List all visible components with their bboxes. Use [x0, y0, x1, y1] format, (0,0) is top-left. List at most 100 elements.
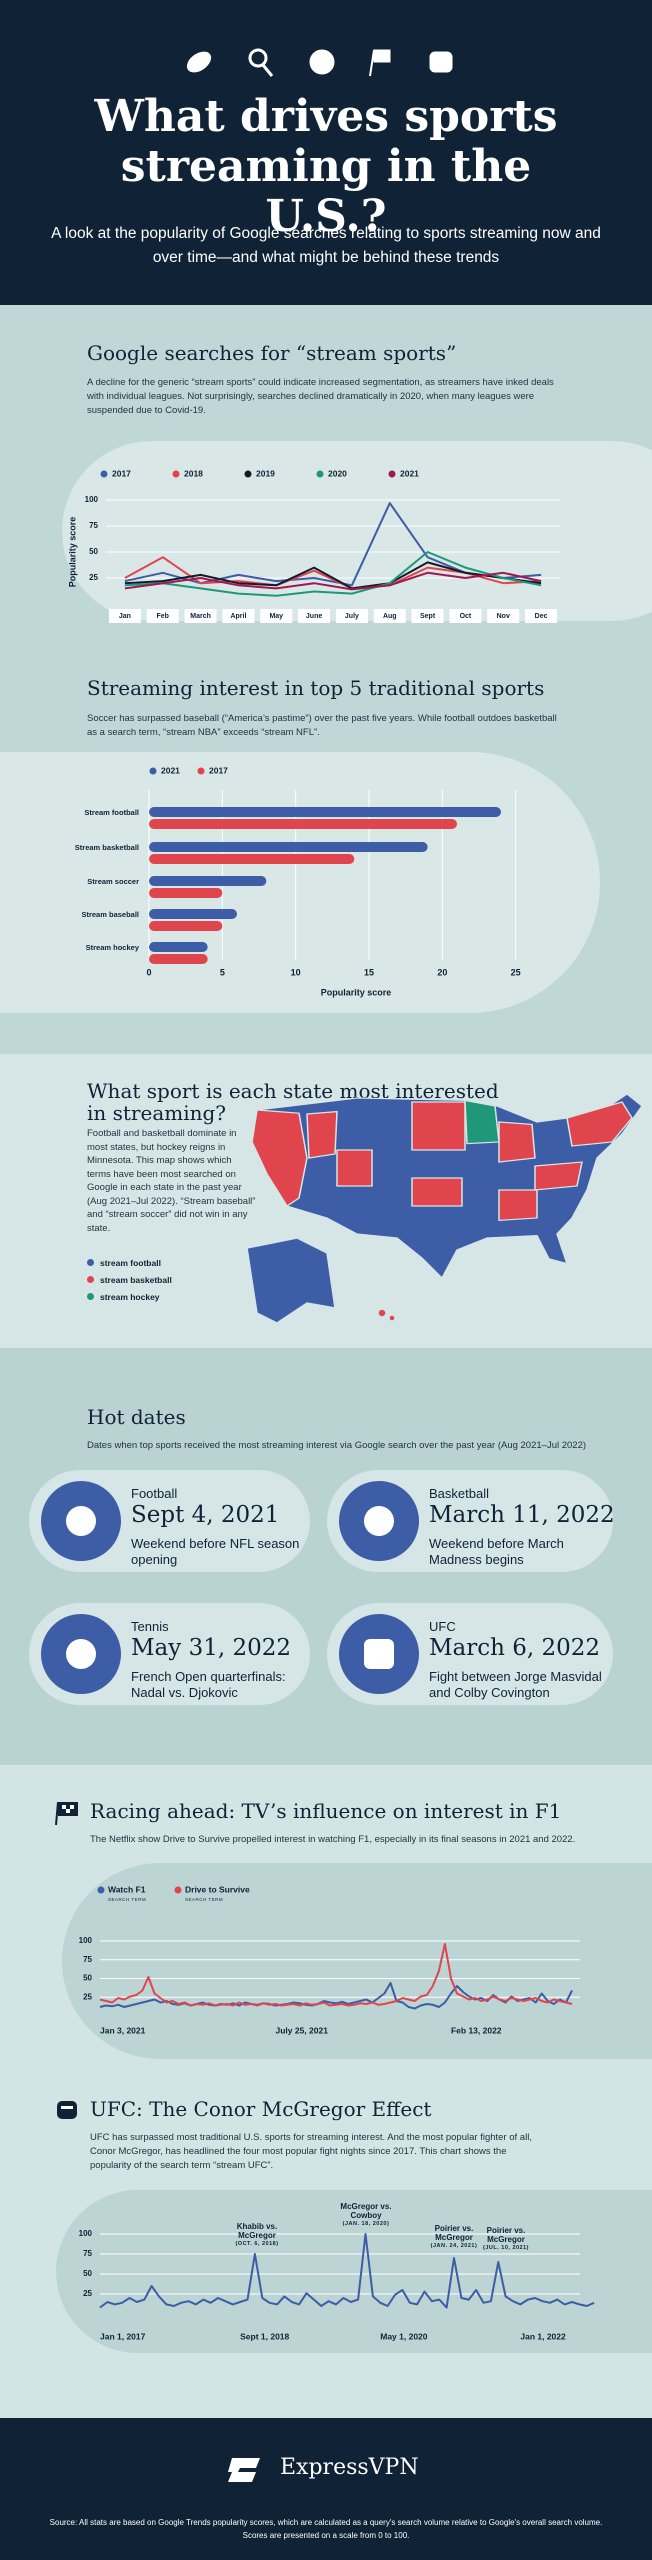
- shape: [388, 1314, 396, 1322]
- icon-basketball: [309, 49, 335, 75]
- map-shapes: [246, 1093, 643, 1324]
- chart1-title: Google searches for “stream sports”: [87, 341, 457, 365]
- shape: [61, 2106, 73, 2109]
- y-tick-label: 25: [83, 2289, 92, 2298]
- bar: [149, 819, 457, 829]
- x-tick-label: Sept 1, 2018: [240, 2331, 289, 2341]
- y-tick-label: 25: [83, 1992, 92, 2001]
- card-note: French Open quarterfinals: Nadal vs. Djo…: [131, 1669, 286, 1700]
- legend-label: stream basketball: [100, 1274, 172, 1285]
- x-tick-label: July: [345, 613, 359, 620]
- x-tick-label: Oct: [460, 613, 472, 620]
- brand-name: ExpressVPN: [280, 2455, 419, 2480]
- chart1-desc: A decline for the generic “stream sports…: [87, 377, 554, 416]
- f1-panel: [62, 1863, 652, 2059]
- x-tick-label: Feb: [157, 613, 169, 620]
- y-tick-label: 50: [83, 2269, 92, 2278]
- annotation: McGregor vs. Cowboy (JAN. 18, 2020): [326, 2202, 406, 2229]
- x-label-bg: [222, 609, 255, 623]
- legend-label: stream football: [100, 1257, 161, 1268]
- legend-dot: [87, 1293, 94, 1300]
- bar: [149, 876, 267, 886]
- x-tick-label: Jan 1, 2022: [520, 2331, 566, 2341]
- x-tick-label: Dec: [535, 613, 548, 620]
- legend-dot: [172, 470, 180, 478]
- hot-dates-desc: Dates when top sports received the most …: [87, 1440, 587, 1451]
- x-label-bg: [298, 609, 331, 623]
- annotation-label: Poirier vs. McGregor: [434, 2224, 474, 2242]
- icon-shape: [66, 1639, 96, 1669]
- card-date: May 31, 2022: [131, 1635, 291, 1661]
- bar: [149, 921, 223, 931]
- y-tick-label: 25: [89, 573, 98, 582]
- shape: [251, 1093, 643, 1280]
- bar: [149, 888, 223, 898]
- chart2-desc: Soccer has surpassed baseball (“America’…: [87, 713, 557, 738]
- card-date: Sept 4, 2021: [131, 1502, 280, 1528]
- legend-label: 2020: [328, 468, 347, 478]
- legend-label: 2017: [209, 765, 228, 775]
- legend-label: Watch F1: [108, 1884, 146, 1894]
- bar: [149, 942, 208, 952]
- shape: [411, 1101, 466, 1151]
- shape: [464, 1099, 500, 1145]
- bar: [149, 909, 237, 919]
- category-label: Stream hockey: [86, 943, 140, 952]
- page-title: What drives sports streaming in the U.S.…: [94, 91, 558, 242]
- card-sport: Basketball: [429, 1486, 489, 1501]
- icon-football: [186, 51, 212, 73]
- us-map: [246, 1093, 643, 1324]
- x-label-bg: [525, 609, 558, 623]
- legend-dot: [87, 1259, 94, 1266]
- legend-dot: [174, 1886, 182, 1894]
- date-card: Football Sept 4, 2021 Weekend before NFL s…: [29, 1470, 310, 1572]
- x-tick-label: March: [190, 613, 211, 620]
- chart2-title: Streaming interest in top 5 traditional …: [87, 676, 545, 700]
- y-tick-label: 75: [83, 1955, 92, 1964]
- card-icon: [339, 1481, 419, 1561]
- legend-item: stream football: [87, 1254, 247, 1271]
- shape: [411, 1177, 463, 1207]
- x-label-bg: [146, 609, 179, 623]
- source-note: Source: All stats are based on Google Tr…: [49, 2518, 603, 2540]
- legend-dot: [316, 470, 324, 478]
- x-label-bg: [449, 609, 482, 623]
- category-label: Stream baseball: [81, 910, 139, 919]
- card-icon: [339, 1614, 419, 1694]
- series-line: [99, 2233, 595, 2309]
- legend-label: Drive to Survive: [185, 1884, 250, 1894]
- legend-label: 2018: [184, 468, 203, 478]
- x-tick-label: Jan 3, 2021: [100, 2025, 146, 2035]
- ufc-desc: UFC has surpassed most traditional U.S. …: [90, 2132, 532, 2171]
- x-label-bg: [373, 609, 406, 623]
- icon-shape: [364, 1639, 394, 1669]
- icon-shape: [364, 1506, 394, 1536]
- legend-dot: [244, 470, 252, 478]
- y-tick-label: 75: [89, 521, 98, 530]
- legend-sublabel: SEARCH TERM: [108, 1897, 146, 1902]
- shape: [70, 1805, 74, 1809]
- card-sport: UFC: [429, 1619, 456, 1634]
- x-tick-label: May 1, 2020: [380, 2331, 428, 2341]
- legend-label: 2019: [256, 468, 275, 478]
- shape: [377, 1308, 387, 1318]
- card-note: Weekend before NFL season opening: [131, 1536, 300, 1567]
- annotation: Poirier vs. McGregor (JUL. 10, 2021): [466, 2226, 546, 2253]
- date-card: Tennis May 31, 2022 French Open quarterfin…: [29, 1603, 310, 1705]
- y-tick-label: 75: [83, 2249, 92, 2258]
- y-tick-label: 50: [83, 1974, 92, 1983]
- bar: [149, 854, 355, 864]
- shape: [251, 1109, 308, 1207]
- icon-glove: [429, 51, 453, 73]
- legend-dot: [149, 767, 157, 775]
- x-tick-label: Jan 1, 2017: [100, 2331, 146, 2341]
- legend-item: stream hockey: [87, 1288, 247, 1305]
- y-axis-label: Popularity score: [67, 517, 77, 588]
- brand-logo: [228, 2458, 260, 2482]
- f1-title: Racing ahead: TV’s influence on interest…: [90, 1799, 562, 1823]
- shape: [498, 1189, 538, 1222]
- shape: [566, 1101, 633, 1147]
- x-tick-label: Feb 13, 2022: [451, 2025, 502, 2035]
- category-label: Stream basketball: [75, 843, 139, 852]
